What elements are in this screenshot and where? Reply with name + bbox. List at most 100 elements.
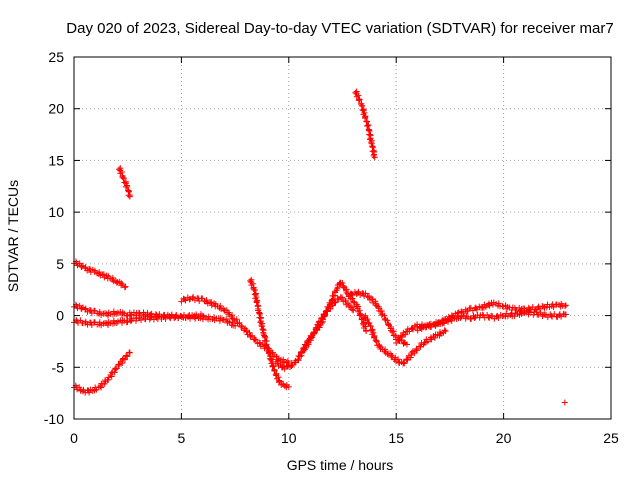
point-satellite-track-i [339,294,346,301]
point-satellite-track-n [432,322,439,329]
point-satellite-track-f [205,313,212,320]
point-satellite-track-a [96,269,103,276]
point-satellite-track-j [311,330,318,337]
point-satellite-track-j [308,334,315,341]
point-satellite-track-l [428,336,435,343]
point-satellite-track-n [541,311,548,318]
point-satellite-track-l [401,360,408,367]
x-tick-label: 25 [603,430,619,446]
point-satellite-track-a [122,283,129,290]
y-axis-label: SDTVAR / TECUs [5,180,21,292]
point-satellite-track-m [540,303,547,310]
point-satellite-track-l [442,328,449,335]
point-satellite-track-k [384,317,391,324]
point-satellite-track-g [239,323,246,330]
point-satellite-track-n [457,314,464,321]
point-satellite-track-d [352,89,359,96]
x-tick-label: 10 [281,430,297,446]
point-satellite-track-g [233,316,240,323]
point-satellite-track-k [389,328,396,335]
point-satellite-track-h [259,325,266,332]
point-satellite-track-g [257,339,264,346]
point-satellite-track-h [263,341,270,348]
point-satellite-track-k [388,327,395,334]
point-satellite-track-e [86,307,93,314]
point-satellite-track-f [216,317,223,324]
point-satellite-track-m [495,300,502,307]
point-satellite-track-d [361,109,368,116]
point-satellite-track-m [402,331,409,338]
point-satellite-track-b [111,369,118,376]
point-satellite-track-l [367,322,374,329]
point-satellite-track-a [121,284,128,291]
point-satellite-track-h [285,383,292,390]
point-satellite-track-h [258,322,265,329]
point-satellite-track-n [418,325,425,332]
point-satellite-track-c [116,166,123,173]
point-satellite-track-c [118,169,125,176]
point-satellite-track-j [326,301,333,308]
point-satellite-track-e [127,312,134,319]
point-satellite-track-c [126,193,133,200]
point-satellite-track-n [495,315,502,322]
y-tick-label: 15 [48,152,64,168]
point-satellite-track-g [217,302,224,309]
point-satellite-track-n [417,324,424,331]
grid [74,57,611,419]
point-satellite-track-g [203,297,210,304]
point-satellite-track-a [109,274,116,281]
y-tick-label: -10 [44,411,64,427]
point-satellite-track-j [336,280,343,287]
point-satellite-track-j [296,353,303,360]
point-satellite-track-f [192,315,199,322]
point-satellite-track-g [246,329,253,336]
point-satellite-track-h [260,329,267,336]
point-satellite-track-g [247,334,254,341]
point-satellite-track-g [182,297,189,304]
x-tick-label: 20 [496,430,512,446]
point-satellite-track-a [82,264,89,271]
point-satellite-track-n [468,315,475,322]
point-satellite-track-j [363,328,370,335]
point-satellite-track-a [113,279,120,286]
point-satellite-track-e [113,310,120,317]
point-satellite-track-n [562,311,569,318]
chart-title: Day 020 of 2023, Sidereal Day-to-day VTE… [66,20,613,37]
point-satellite-track-j [339,279,346,286]
point-satellite-track-d [368,139,375,146]
point-satellite-track-l [370,329,377,336]
point-satellite-track-m [458,308,465,315]
point-satellite-track-j [357,311,364,318]
point-satellite-track-j [333,287,340,294]
x-axis-label: GPS time / hours [287,457,394,473]
point-satellite-track-d [364,122,371,129]
point-satellite-track-n [520,310,527,317]
point-satellite-track-i [349,304,356,311]
point-satellite-track-e [82,305,89,312]
y-tick-label: 5 [56,256,64,272]
point-satellite-track-g [190,293,197,300]
point-satellite-track-b [126,349,133,356]
point-satellite-track-g [238,322,245,329]
point-satellite-track-n [511,313,518,320]
x-tick-label: 5 [178,430,186,446]
point-satellite-track-g [252,336,259,343]
axis-ticks: 0 5 10 15 20 25 -10 -5 0 5 10 15 20 25 [44,49,619,446]
point-satellite-track-m [395,336,402,343]
point-satellite-track-d [355,92,362,99]
point-satellite-track-l [441,327,448,334]
point-satellite-track-j [343,289,350,296]
point-satellite-track-l [404,356,411,363]
point-satellite-track-n [422,324,429,331]
point-satellite-track-k [381,312,388,319]
y-tick-label: 25 [48,49,64,65]
x-tick-label: 15 [388,430,404,446]
point-satellite-track-k [366,293,373,300]
point-satellite-track-l [431,334,438,341]
point-satellite-track-l [407,354,414,361]
point-satellite-track-l [364,316,371,323]
point-satellite-track-f [153,314,160,321]
point-satellite-track-f [100,320,107,327]
point-satellite-track-m [399,332,406,339]
